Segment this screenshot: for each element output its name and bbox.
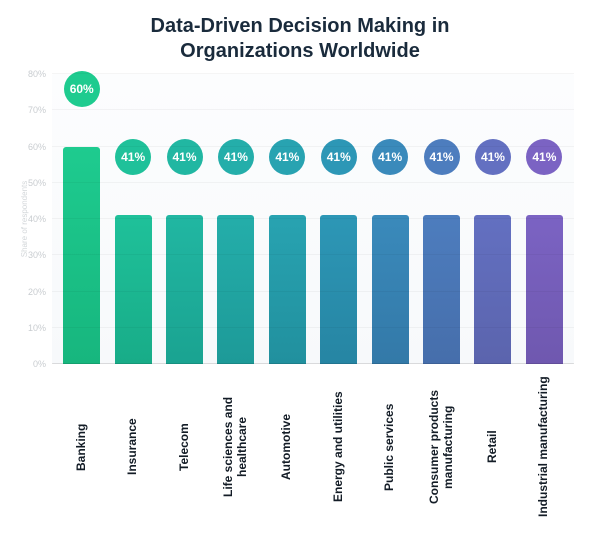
gridline (52, 218, 574, 219)
x-tick-label: Telecom (178, 372, 192, 522)
bar-slot: 41% (467, 74, 518, 364)
title-line-1: Data-Driven Decision Making in (151, 15, 450, 37)
y-tick-label: 70% (28, 105, 52, 115)
y-tick-label: 60% (28, 142, 52, 152)
x-tick-label: Insurance (126, 372, 140, 522)
bars-group: 60%41%41%41%41%41%41%41%41%41% (52, 74, 574, 364)
chart-area: Share of respondents 60%41%41%41%41%41%4… (18, 74, 582, 522)
y-tick-label: 10% (28, 323, 52, 333)
x-tick-label: Automotive (280, 372, 294, 522)
gridline (52, 109, 574, 110)
bar-slot: 41% (159, 74, 210, 364)
gridline (52, 146, 574, 147)
x-tick: Public services (364, 372, 415, 522)
x-tick-label: Life sciences and healthcare (222, 372, 250, 522)
x-axis: Banking Insurance Telecom Life sciences and… (52, 364, 574, 522)
x-tick: Banking (56, 372, 107, 522)
gridline (52, 327, 574, 328)
bar-slot: 41% (107, 74, 158, 364)
y-tick-label: 20% (28, 287, 52, 297)
x-axis-baseline (52, 363, 574, 364)
bar (63, 147, 100, 365)
plot-area: 60%41%41%41%41%41%41%41%41%41% 0%10%20%3… (52, 74, 574, 364)
gridline (52, 182, 574, 183)
x-tick: Insurance (107, 372, 158, 522)
x-tick: Consumer products manufacturing (416, 372, 467, 522)
bar-slot: 41% (519, 74, 570, 364)
bar-slot: 41% (364, 74, 415, 364)
x-tick-label: Retail (486, 372, 500, 522)
chart-title: Data-Driven Decision Making in Organizat… (18, 14, 582, 64)
x-tick: Industrial manufacturing (519, 372, 570, 522)
y-tick-label: 40% (28, 214, 52, 224)
x-tick-label: Energy and utilities (332, 372, 346, 522)
value-bubble: 60% (64, 71, 100, 107)
x-tick-label: Banking (75, 372, 89, 522)
x-tick: Telecom (159, 372, 210, 522)
y-tick-label: 80% (28, 69, 52, 79)
y-tick-label: 0% (33, 359, 52, 369)
bar-slot: 41% (262, 74, 313, 364)
gridline (52, 291, 574, 292)
x-tick: Energy and utilities (313, 372, 364, 522)
bar-slot: 41% (416, 74, 467, 364)
x-tick: Life sciences and healthcare (210, 372, 261, 522)
x-tick: Retail (467, 372, 518, 522)
gridline (52, 254, 574, 255)
x-tick-label: Consumer products manufacturing (428, 372, 456, 522)
x-tick: Automotive (262, 372, 313, 522)
bar-slot: 41% (313, 74, 364, 364)
bar-slot: 41% (210, 74, 261, 364)
bar-slot: 60% (56, 74, 107, 364)
y-tick-label: 30% (28, 250, 52, 260)
gridline (52, 73, 574, 74)
chart-container: Data-Driven Decision Making in Organizat… (0, 0, 600, 536)
x-tick-label: Industrial manufacturing (537, 372, 551, 522)
title-line-2: Organizations Worldwide (180, 40, 420, 62)
x-tick-label: Public services (383, 372, 397, 522)
y-tick-label: 50% (28, 178, 52, 188)
